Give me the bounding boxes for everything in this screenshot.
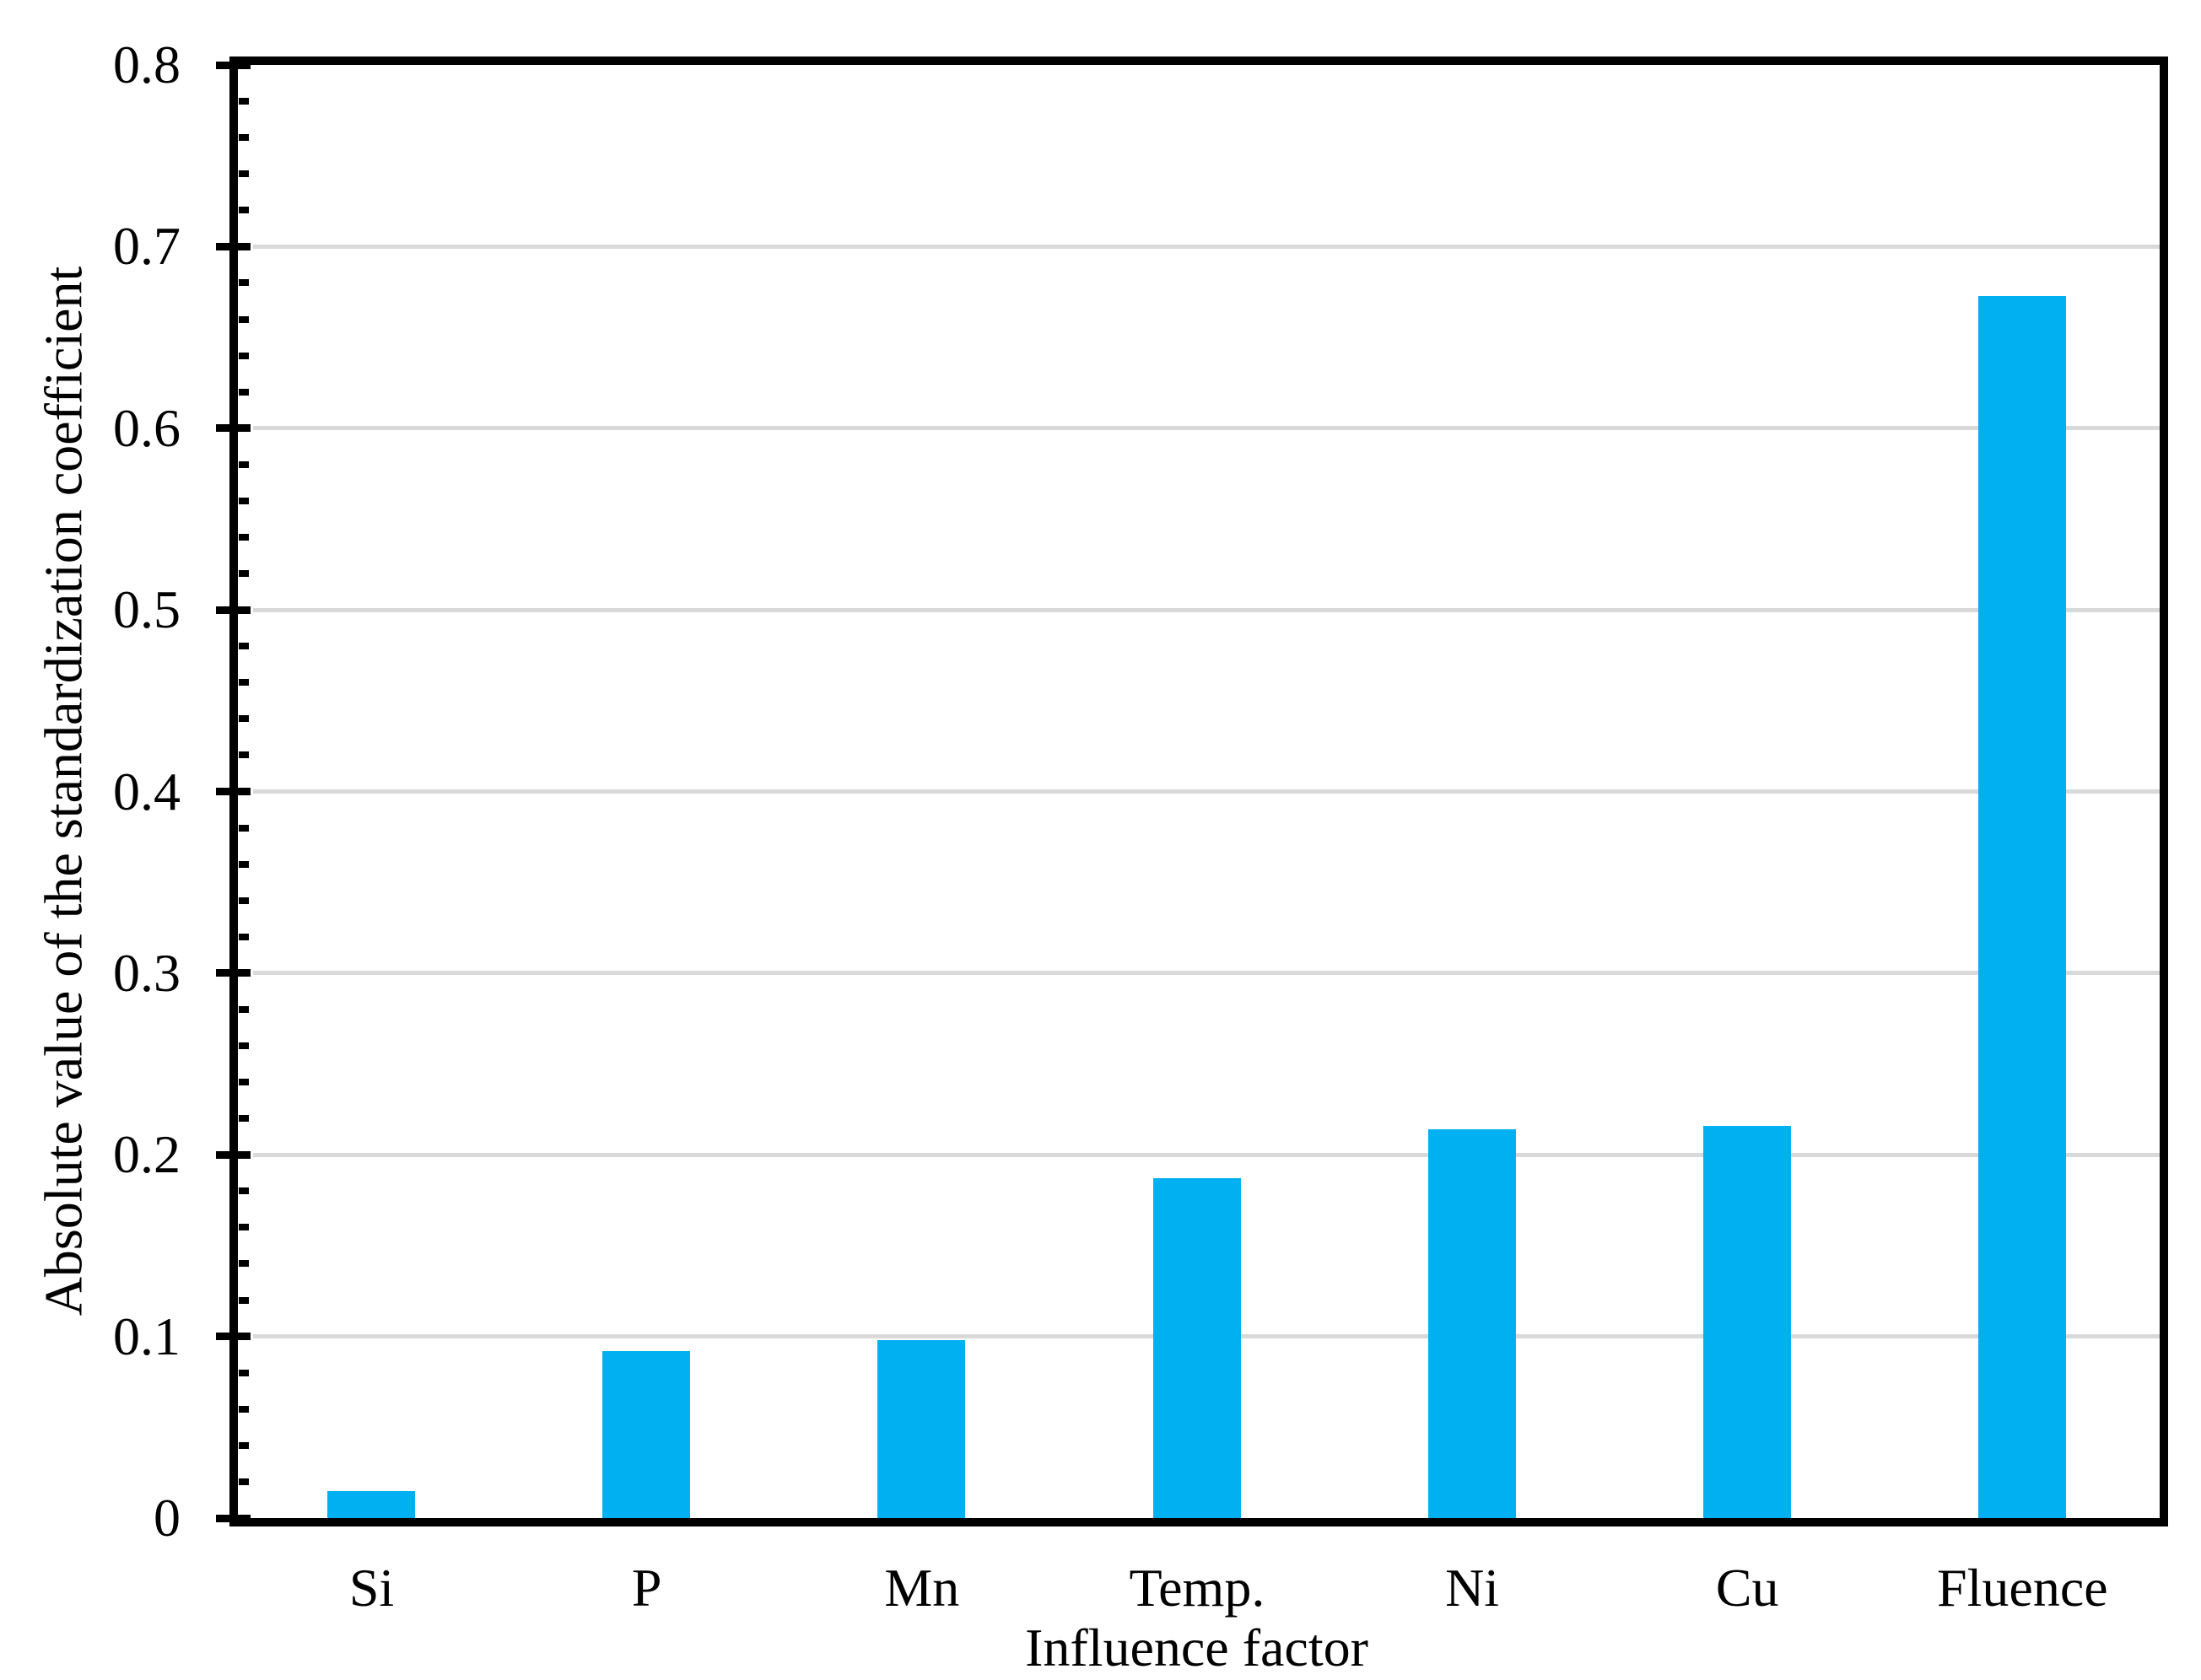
major-gridline (253, 1152, 2160, 1157)
y-major-tick (216, 1514, 251, 1522)
x-axis-title: Influence factor (1025, 1618, 1368, 1677)
y-minor-tick (239, 1478, 249, 1485)
bar-si (327, 1491, 416, 1518)
bar-p (602, 1351, 691, 1518)
y-tick-label: 0.1 (113, 1306, 181, 1366)
y-minor-tick (239, 1405, 249, 1413)
major-gridline (253, 426, 2160, 431)
x-category-label: Cu (1715, 1558, 1779, 1618)
major-gridline (253, 971, 2160, 976)
y-minor-tick (239, 315, 249, 323)
bar-cu (1702, 1126, 1791, 1518)
y-minor-tick (239, 352, 249, 359)
bars-layer (234, 65, 2160, 1518)
x-category-label: Si (348, 1558, 395, 1618)
y-minor-tick (239, 860, 249, 868)
y-major-tick (216, 61, 251, 69)
y-minor-tick (239, 1005, 249, 1013)
y-minor-tick (239, 1042, 249, 1050)
y-major-tick (216, 788, 251, 795)
y-minor-tick (239, 279, 249, 287)
y-tick-label: 0.3 (113, 942, 181, 1003)
bar-temp (1152, 1178, 1241, 1518)
y-minor-tick (239, 388, 249, 396)
x-category-label: Fluence (1937, 1558, 2108, 1618)
y-major-tick (216, 242, 251, 250)
y-minor-tick (239, 1369, 249, 1376)
major-gridline (253, 607, 2160, 612)
y-minor-tick (239, 1441, 249, 1449)
y-major-tick (216, 1150, 251, 1159)
bar-ni (1427, 1129, 1516, 1518)
y-tick-label: 0.5 (113, 579, 181, 640)
y-tick-label: 0.6 (113, 397, 181, 458)
y-major-tick (216, 969, 251, 977)
y-minor-tick (239, 1296, 249, 1304)
y-tick-label: 0.4 (113, 761, 181, 821)
y-minor-tick (239, 1115, 249, 1123)
x-category-label: Ni (1445, 1558, 1500, 1618)
y-minor-tick (239, 1079, 249, 1086)
x-category-label: Mn (884, 1558, 960, 1618)
y-minor-tick (239, 1224, 249, 1231)
major-gridline (253, 789, 2160, 794)
x-category-label: P (631, 1558, 662, 1618)
y-minor-tick (239, 533, 249, 541)
y-minor-tick (239, 460, 249, 468)
y-minor-tick (239, 570, 249, 578)
y-minor-tick (239, 679, 249, 687)
y-major-tick (216, 606, 251, 614)
y-tick-label: 0.2 (113, 1124, 181, 1185)
y-minor-tick (239, 643, 249, 650)
y-minor-tick (239, 824, 249, 832)
y-minor-tick (239, 751, 249, 759)
bar-mn (877, 1340, 966, 1518)
y-minor-tick (239, 207, 249, 214)
bar-fluence (1977, 296, 2066, 1518)
y-minor-tick (239, 715, 249, 723)
x-category-label: Temp. (1129, 1558, 1265, 1618)
y-minor-tick (239, 497, 249, 504)
y-major-tick (216, 424, 251, 433)
y-major-tick (216, 1333, 251, 1341)
y-minor-tick (239, 170, 249, 178)
y-minor-tick (239, 98, 249, 105)
y-minor-tick (239, 1187, 249, 1195)
y-minor-tick (239, 1260, 249, 1268)
y-minor-tick (239, 134, 249, 142)
y-tick-label: 0.8 (113, 35, 181, 94)
y-minor-tick (239, 897, 249, 904)
y-minor-tick (239, 933, 249, 940)
y-tick-label: 0.7 (113, 216, 181, 277)
major-gridline (253, 244, 2160, 249)
y-tick-label: 0 (154, 1488, 181, 1548)
